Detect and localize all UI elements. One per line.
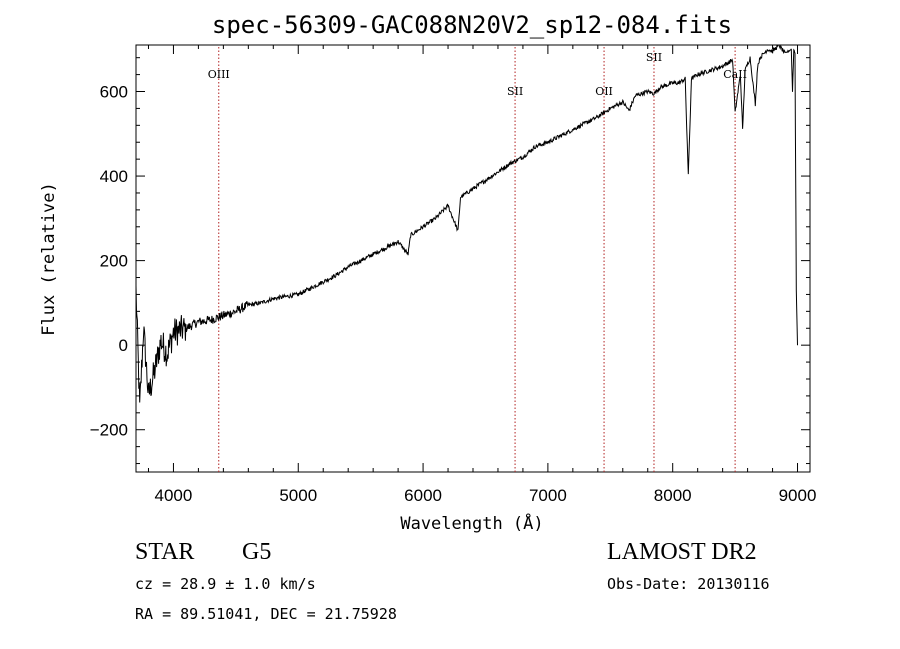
line-marker-label: OIII	[208, 68, 230, 81]
subclass: G5	[242, 539, 271, 565]
x-axis-label: Wavelength (Å)	[400, 512, 543, 534]
plot-frame	[135, 44, 811, 473]
survey-label: LAMOST DR2	[607, 539, 757, 565]
coordinates-text: RA = 89.51041, DEC = 21.75928	[135, 605, 397, 623]
line-marker-label: OII	[595, 85, 613, 98]
x-tick-label: 5000	[279, 486, 317, 505]
x-tick-label: 9000	[779, 486, 817, 505]
chart-title: spec-56309-GAC088N20V2_sp12-084.fits	[212, 11, 732, 39]
y-tick-label: 600	[100, 83, 128, 102]
spectrum-line	[136, 45, 798, 403]
y-tick-label: −200	[90, 421, 128, 440]
line-markers: OIII SII OII SII CaII	[208, 47, 747, 472]
y-axis-label: Flux (relative)	[39, 182, 59, 336]
x-tick-label: 4000	[155, 486, 193, 505]
y-tick-label: 400	[100, 167, 128, 186]
y-tick-label: 0	[119, 336, 128, 355]
line-marker-label: CaII	[723, 68, 747, 81]
y-tick-label: 200	[100, 252, 128, 271]
x-tick-label: 6000	[404, 486, 442, 505]
x-tick-label: 8000	[654, 486, 692, 505]
line-marker-label: SII	[507, 85, 523, 98]
spectrum-series	[136, 45, 798, 403]
axis-ticks: 4000 5000 6000 7000 8000 9000 −200 0 200 400 600	[90, 45, 817, 505]
x-tick-label: 7000	[529, 486, 567, 505]
line-marker-label: SII	[646, 51, 662, 64]
obs-date-text: Obs-Date: 20130116	[607, 575, 770, 593]
velocity-text: cz = 28.9 ± 1.0 km/s	[135, 575, 316, 593]
object-type: STAR	[135, 539, 194, 565]
